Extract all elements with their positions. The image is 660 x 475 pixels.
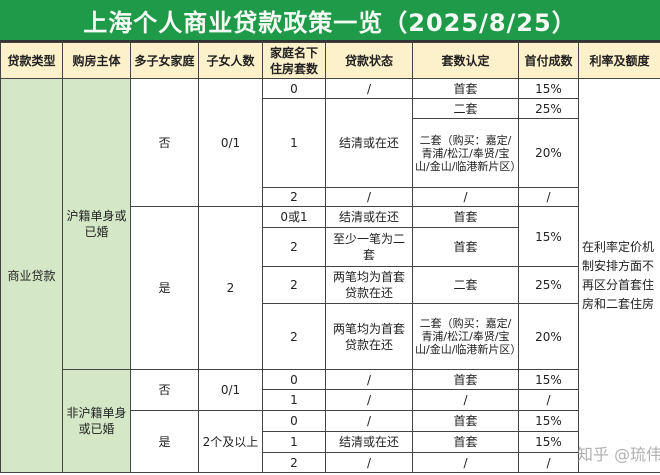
table-cell: 2 [262,303,326,370]
table-row: 是 2个及以上 0/首套 15% [1,410,660,473]
table-row: 商业贷款 沪籍单身或已婚否 0/1 0/首套 15% 在利率定价机制安排方面不再区分首套住… [0,78,660,473]
table-cell: 二套（购买：嘉定/青浦/松江/奉贤/宝山/金山/临港新片区） [412,303,521,370]
table-cell: / [325,369,413,390]
header-row: 贷款类型 购房主体 多子女家庭 子女人数 家庭名下住房套数 贷款状态 套数认定 首付成数 利率及… [0,42,660,79]
table-cell: / [325,78,413,99]
table-cell: 结清或在还 [325,206,413,228]
table-cell: 首套 [412,78,519,99]
table-row: 2 两笔均为首套贷款在还 二套（购买：嘉定/青浦/松江/奉贤/宝山/金山/临港新片区… [1,303,660,370]
table-cell: / [325,410,413,432]
table-cell: 商业贷款 [0,78,63,473]
table-row: 2// / [1,452,660,473]
table-row: 非沪籍单身或已婚否 0/1 0/首套 15% [1,369,660,473]
table-cell: 15% [518,410,579,432]
policy-table: 贷款类型 购房主体 多子女家庭 子女人数 家庭名下住房套数 贷款状态 套数认定 首付成数 利率及… [0,42,660,473]
table-cell: 0或1 [262,206,326,228]
table-cell: / [518,389,579,411]
table-cell: 首套 [412,431,519,453]
column-header: 利率及额度 [578,42,660,79]
table-cell: 是 [130,410,199,473]
table-cell: 0 [262,410,326,432]
column-header: 贷款状态 [325,42,413,79]
page-title: 上海个人商业贷款政策一览（2025/8/25） [0,0,660,42]
table-cell: 15% [518,369,579,390]
table-cell: 在利率定价机制安排方面不再区分首套住房和二套住房 [578,78,660,473]
column-header: 购房主体 [62,42,131,79]
table-cell: 0 [262,369,326,390]
table-row: 2// / [1,187,660,207]
table-cell: 25% [518,98,579,119]
table-cell: / [325,187,413,207]
table-row: 二套（购买：嘉定/青浦/松江/奉贤/宝山/金山/临港新片区） 20% [1,118,660,188]
column-header: 套数认定 [412,42,519,79]
table-cell: 2个及以上 [198,410,263,473]
table-cell: / [325,389,413,411]
table-cell: 2 [198,206,263,370]
table-cell: / [412,452,519,473]
table-cell: 20% [518,303,579,370]
table-cell: 二套 [412,266,519,304]
table-cell: 2 [262,452,326,473]
table-cell: 首套 [412,227,519,267]
column-header: 首付成数 [518,42,579,79]
table-cell: 结清或在还 [325,431,413,453]
table-cell: 首套 [412,369,519,390]
table-cell: / [518,187,579,207]
table-cell: 二套（购买：嘉定/青浦/松江/奉贤/宝山/金山/临港新片区） [412,118,521,188]
table-cell: 0/1 [198,78,263,207]
column-header: 多子女家庭 [130,42,199,79]
table-row: 1// / [1,389,660,411]
table-cell: 首套 [412,410,519,432]
table-cell: 15% [518,431,579,453]
table-cell: 否 [130,78,199,207]
table-cell: 是 [130,206,199,370]
column-header: 子女人数 [198,42,263,79]
table-cell: 两笔均为首套贷款在还 [325,303,413,370]
column-header: 贷款类型 [0,42,63,79]
table-cell: / [518,452,579,473]
table-cell: 至少一笔为二套 [325,227,413,267]
table-row: 2 至少一笔为二套 首套 [1,227,660,267]
table-cell: 15% [518,78,579,99]
table-cell: 15% [518,206,579,267]
table-cell: 1 [262,431,326,453]
table-cell: 非沪籍单身或已婚 [62,369,131,473]
table-cell: 1 [262,389,326,411]
table-row: 1 结清或在还 首套 15% [1,431,660,453]
table-cell: 2 [262,227,326,267]
table-cell: 0/1 [198,369,263,411]
table-cell: 25% [518,266,579,304]
table-cell: 结清或在还 [325,98,413,188]
table-cell: 20% [518,118,579,188]
table-cell: / [325,452,413,473]
table-cell: 0 [262,78,326,99]
table-cell: 沪籍单身或已婚 [62,78,131,370]
table-cell: / [412,389,519,411]
table-cell: 两笔均为首套贷款在还 [325,266,413,304]
table-cell: 1 [262,98,326,188]
table-cell: 2 [262,187,326,207]
table-cell: / [412,187,519,207]
table-cell: 否 [130,369,199,411]
column-header: 家庭名下住房套数 [262,42,326,79]
table-cell: 2 [262,266,326,304]
table-cell: 首套 [412,206,519,228]
table-cell: 二套 [412,98,519,119]
